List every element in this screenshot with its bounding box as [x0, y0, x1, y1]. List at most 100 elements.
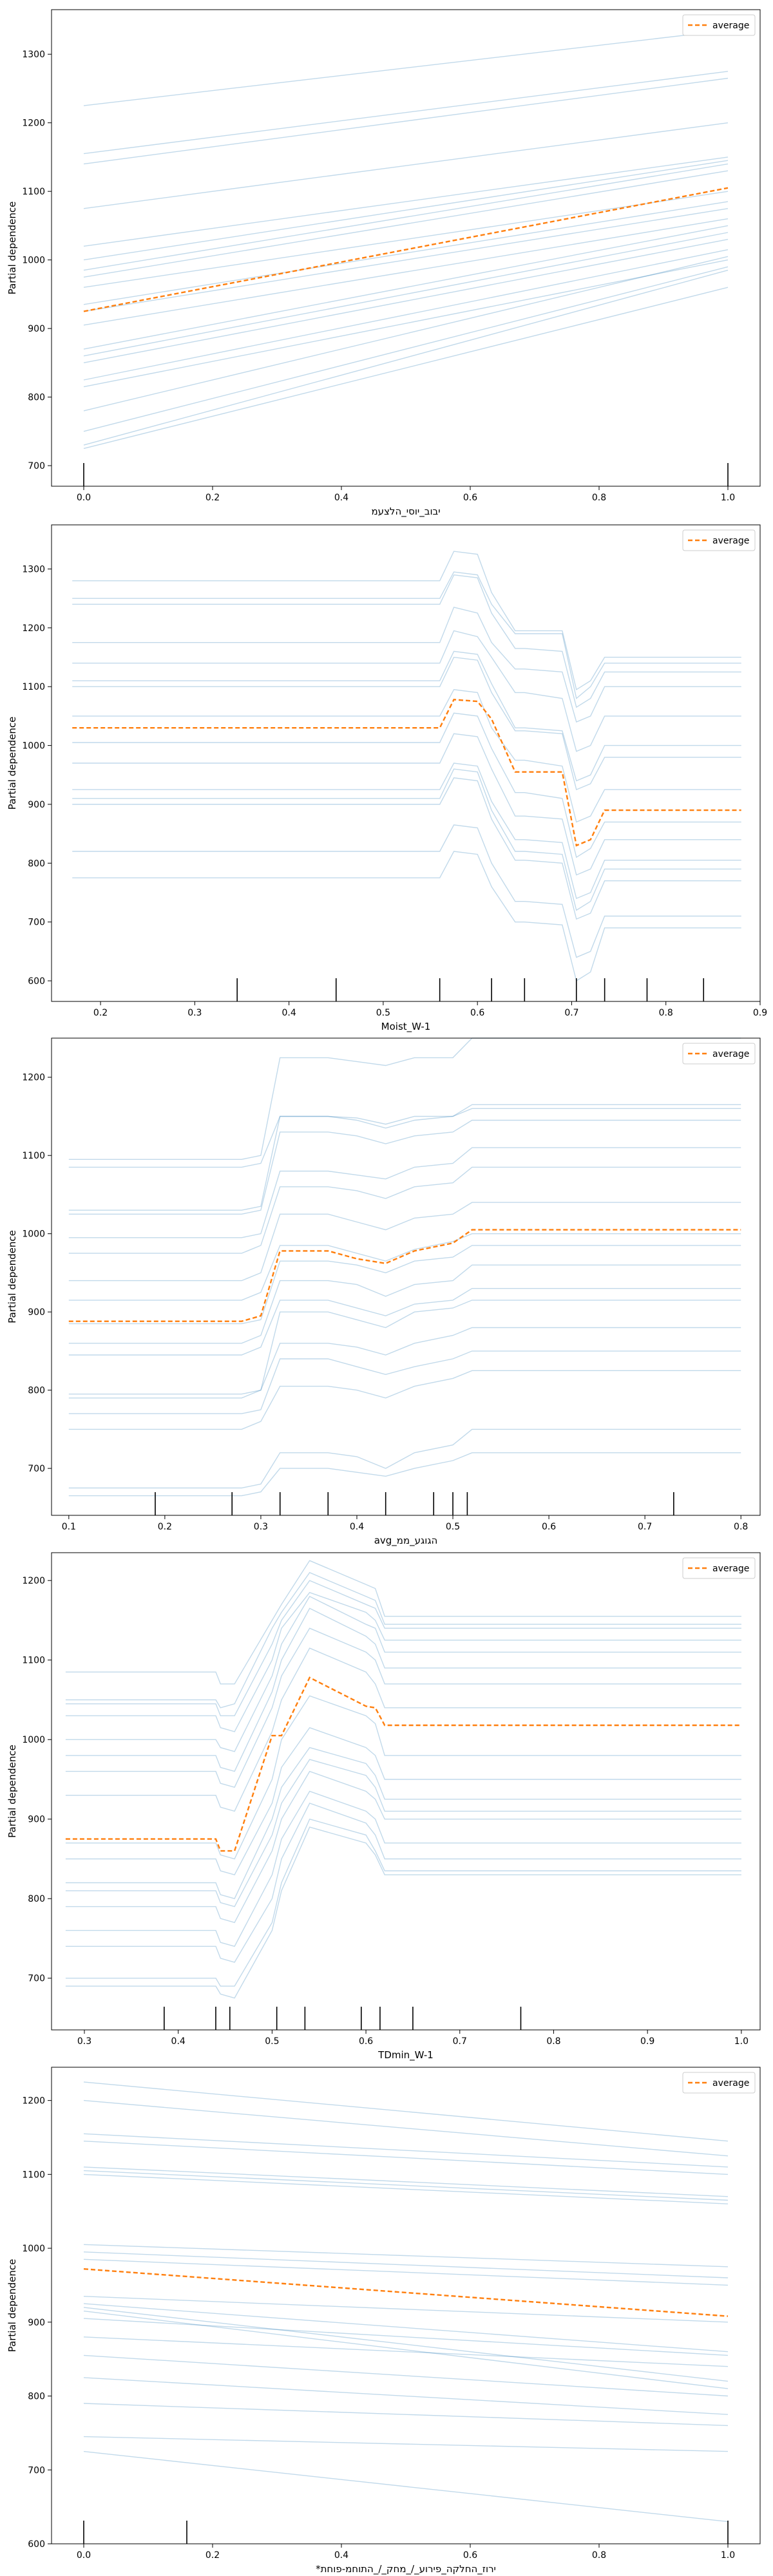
y-tick-label: 600 — [28, 2539, 45, 2550]
ice-line — [83, 71, 729, 155]
chart-panel-5: 0.0 0.2 0.4 0.6 0.8 1.0 600 700 800 900 1000 1100 12… — [6, 2067, 761, 2575]
legend-label-average: average — [712, 2078, 749, 2088]
ice-line — [72, 630, 741, 752]
chart-panel-1: 0.0 0.2 0.4 0.6 0.8 1.0 700 800 900 1000 1100 1200 1… — [6, 9, 761, 518]
x-axis-label: avg_הגוגע_ממ — [374, 1535, 438, 1547]
y-tick-label: 800 — [28, 1386, 45, 1396]
axes-frame — [51, 2067, 761, 2544]
ice-line — [83, 249, 729, 381]
ice-line — [83, 201, 729, 305]
ice-line — [65, 1627, 741, 1788]
ice-line — [65, 1591, 741, 1732]
x-tick-label: 0.3 — [77, 2036, 91, 2047]
y-tick-label: 1300 — [22, 565, 45, 575]
legend-box — [682, 529, 756, 551]
ice-line — [68, 1147, 741, 1238]
ice-line — [65, 1818, 741, 1987]
ice-line — [72, 768, 741, 911]
ice-line — [72, 689, 741, 823]
ice-line — [65, 1790, 741, 1947]
ice-line — [83, 160, 729, 261]
y-tick-label: 800 — [28, 393, 45, 403]
ice-line — [83, 191, 729, 288]
ice-line — [68, 1300, 741, 1395]
average-line — [72, 699, 741, 847]
ice-line — [83, 208, 729, 312]
ice-line — [83, 2174, 729, 2204]
ice-line — [68, 1245, 741, 1325]
axes-frame — [51, 1552, 761, 2031]
x-tick-label: 0.4 — [334, 493, 348, 503]
x-tick-label: 1.0 — [721, 2550, 735, 2561]
ice-line — [72, 777, 741, 920]
y-tick-label: 1200 — [22, 2096, 45, 2107]
x-tick-label: 0.4 — [171, 2036, 186, 2047]
ice-line — [68, 1350, 741, 1414]
axes-frame — [51, 524, 761, 1002]
ice-line — [68, 1037, 741, 1160]
chart-panel-2: 0.2 0.3 0.4 0.5 0.6 0.7 0.8 0.9 600 700 800 900 1000… — [6, 524, 767, 1033]
average-line — [83, 187, 729, 312]
y-axis-label: Partial dependence — [6, 717, 18, 810]
ice-line — [83, 2354, 729, 2397]
legend: average — [682, 1557, 756, 1579]
x-tick-label: 0.1 — [62, 1522, 76, 1532]
ice-line — [83, 225, 729, 350]
y-tick-label: 1100 — [22, 2170, 45, 2180]
x-axis-label: יבוב_יוסי_הלצעמ — [371, 506, 440, 518]
ice-line — [72, 656, 741, 791]
x-tick-label: 0.2 — [205, 2550, 220, 2561]
ice-line — [68, 1287, 741, 1356]
ice-line — [83, 218, 729, 326]
x-tick-label: 0.6 — [463, 493, 477, 503]
legend-label-average: average — [712, 1564, 749, 1574]
x-tick-label: 0.8 — [592, 2550, 606, 2561]
ice-line — [83, 2307, 729, 2382]
average-line — [65, 1676, 741, 1852]
ice-line — [72, 551, 741, 690]
ice-line — [83, 2303, 729, 2353]
y-tick-label: 1200 — [22, 623, 45, 634]
y-tick-label: 1200 — [22, 118, 45, 129]
ice-line — [83, 2450, 729, 2523]
ice-line — [68, 1108, 741, 1168]
y-tick-label: 700 — [28, 2465, 45, 2476]
y-tick-label: 1100 — [22, 187, 45, 197]
ice-line — [83, 2141, 729, 2175]
ice-line — [83, 2403, 729, 2427]
ice-line — [83, 256, 729, 412]
x-tick-label: 0.4 — [334, 2550, 348, 2561]
x-axis-label: *ירוז_החלקה_פירוע_/_מחק_/_התוחמ-פוחת — [316, 2563, 496, 2575]
x-tick-label: 0.2 — [158, 1522, 172, 1532]
legend-label-average: average — [712, 1049, 749, 1059]
ice-line — [65, 1695, 741, 1860]
y-tick-label: 700 — [28, 918, 45, 928]
x-tick-label: 0.4 — [350, 1522, 364, 1532]
y-axis-label: Partial dependence — [6, 1745, 18, 1838]
x-tick-label: 0.6 — [463, 2550, 477, 2561]
ice-line — [83, 2436, 729, 2452]
x-tick-label: 0.8 — [592, 493, 606, 503]
x-tick-label: 0.7 — [564, 1008, 578, 1018]
ice-line — [83, 2244, 729, 2268]
x-tick-label: 0.4 — [282, 1008, 296, 1018]
x-tick-label: 0.5 — [265, 2036, 279, 2047]
ice-line — [83, 232, 729, 357]
y-axis-label: Partial dependence — [6, 1230, 18, 1323]
y-axis-label: Partial dependence — [6, 202, 18, 295]
x-tick-label: 0.7 — [638, 1522, 652, 1532]
ice-line — [65, 1727, 741, 1876]
x-tick-label: 0.7 — [453, 2036, 467, 2047]
axes-frame — [51, 1037, 761, 1516]
average-line — [83, 2268, 729, 2317]
ice-line — [83, 266, 729, 432]
legend: average — [682, 2072, 756, 2094]
ice-line — [68, 1370, 741, 1430]
y-tick-label: 1200 — [22, 1073, 45, 1083]
ice-line — [65, 1759, 741, 1908]
axes-frame — [51, 9, 761, 487]
y-tick-label: 900 — [28, 800, 45, 810]
ice-line — [83, 2251, 729, 2278]
x-tick-label: 1.0 — [721, 493, 735, 503]
ice-line — [68, 1104, 741, 1211]
